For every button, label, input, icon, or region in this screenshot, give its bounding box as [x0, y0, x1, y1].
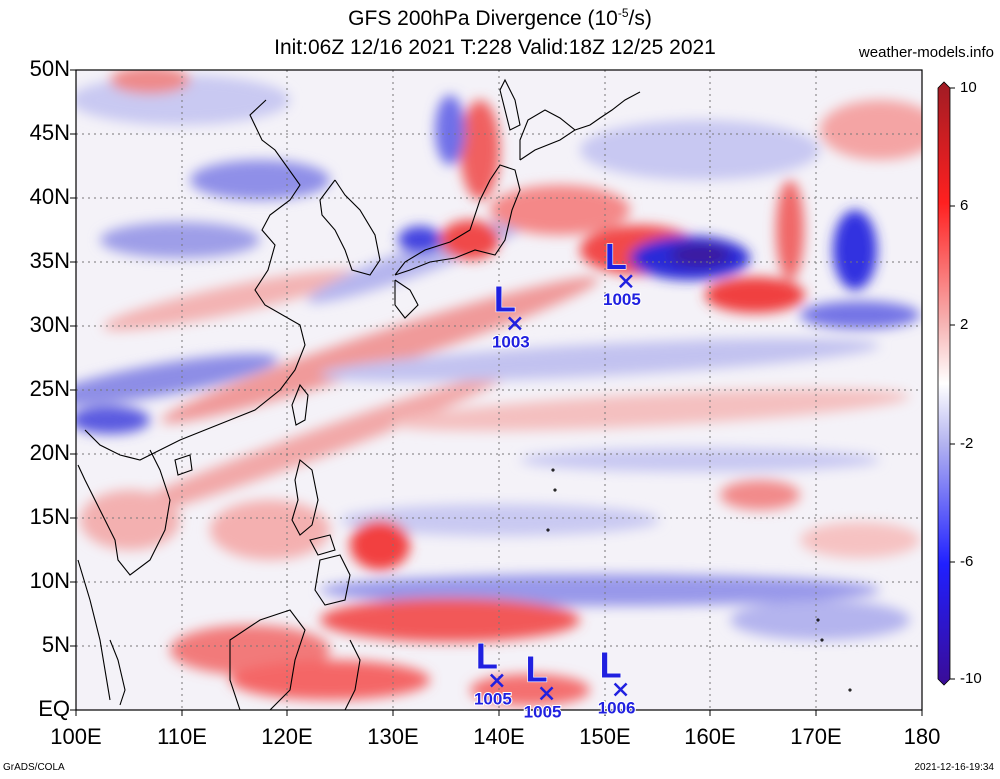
- low-pressure-value: 1005: [524, 702, 562, 721]
- low-pressure-center: L 1005: [473, 635, 513, 710]
- low-letter: L: [476, 636, 498, 677]
- colorbar-label-6: 6: [960, 197, 969, 214]
- lat-label-45n: 45N: [29, 120, 70, 145]
- low-pressure-center: L 1006: [597, 644, 637, 719]
- low-center-x: [613, 682, 628, 697]
- colorbar-label-2: 2: [960, 316, 969, 333]
- lon-label-100e: 100E: [50, 724, 102, 749]
- lat-label-35n: 35N: [29, 248, 70, 273]
- low-pressure-value: 1003: [492, 332, 530, 351]
- lat-label-30n: 30N: [29, 312, 70, 337]
- lat-label-25n: 25N: [29, 376, 70, 401]
- lon-label-160e: 160E: [684, 724, 736, 749]
- lon-label-170e: 170E: [790, 724, 842, 749]
- grid-lines: [76, 70, 922, 710]
- colorbar-label-neg6: -6: [960, 553, 974, 570]
- low-pressure-center: L 1005: [602, 236, 642, 311]
- low-letter: L: [600, 645, 622, 686]
- low-pressure-value: 1006: [598, 699, 636, 718]
- lon-label-150e: 150E: [579, 724, 631, 749]
- lon-label-130e: 130E: [367, 724, 419, 749]
- low-letter: L: [494, 278, 516, 319]
- low-pressure-center: L 1003: [491, 278, 531, 353]
- colorbar: [937, 81, 955, 686]
- site-credit: weather-models.info: [858, 44, 994, 61]
- low-letter: L: [605, 236, 627, 277]
- low-pressure-markers: L 1005 L 1003 L 1005 L 1005 L 1006: [473, 236, 642, 723]
- colorbar-label-neg10: -10: [960, 670, 982, 687]
- lat-label-20n: 20N: [29, 440, 70, 465]
- low-pressure-value: 1005: [603, 290, 641, 309]
- lon-label-180: 180: [903, 724, 941, 749]
- low-center-x: [619, 274, 633, 289]
- low-center-x: [539, 686, 554, 701]
- axis-ticks: [70, 69, 923, 716]
- low-pressure-value: 1005: [474, 690, 512, 709]
- init-valid-line: Init:06Z 12/16 2021 T:228 Valid:18Z 12/2…: [274, 36, 716, 59]
- low-letter: L: [526, 648, 548, 689]
- lon-label-120e: 120E: [261, 724, 313, 749]
- low-pressure-center: L 1005: [523, 648, 563, 723]
- generated-timestamp: 2021-12-16-19:34: [914, 762, 994, 773]
- lat-label-5n: 5N: [41, 632, 70, 657]
- lat-label-eq: EQ: [38, 696, 70, 721]
- lon-label-140e: 140E: [473, 724, 525, 749]
- lat-label-10n: 10N: [29, 568, 70, 593]
- low-center-x: [507, 316, 522, 331]
- coastlines: [77, 78, 852, 710]
- lat-label-40n: 40N: [29, 184, 70, 209]
- divergence-field: [76, 70, 922, 710]
- lat-label-15n: 15N: [29, 504, 70, 529]
- grads-credit: GrADS/COLA: [3, 762, 65, 773]
- colorbar-label-10: 10: [960, 79, 977, 96]
- colorbar-label-neg2: -2: [960, 435, 974, 452]
- lon-label-110e: 110E: [157, 724, 207, 749]
- low-center-x: [490, 673, 504, 688]
- lat-label-50n: 50N: [29, 56, 70, 81]
- map-title: GFS 200hPa Divergence (10-5/s): [348, 6, 652, 30]
